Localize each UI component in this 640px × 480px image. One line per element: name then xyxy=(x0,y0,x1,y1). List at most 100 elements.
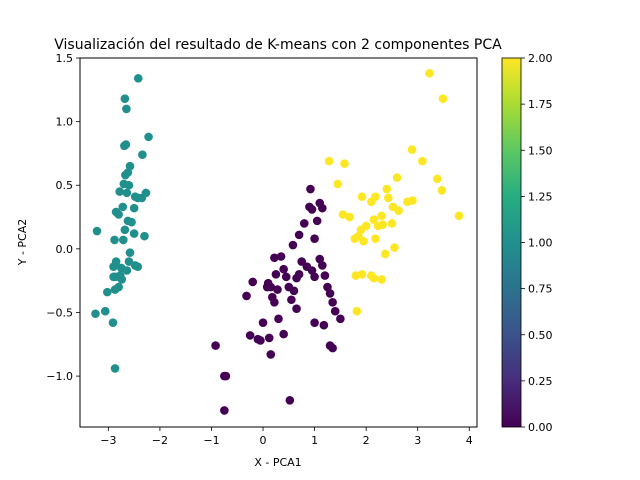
colorbar-ticks: 0.00 0.25 0.50 0.75 1.00 1.25 1.50 1.75 2.00 xyxy=(521,52,553,434)
scatter-point-cluster-0-48 xyxy=(310,234,319,243)
scatter-point-cluster-0-19 xyxy=(273,285,282,294)
scatter-point-cluster-0-43 xyxy=(299,219,309,228)
scatter-point-cluster-0-50 xyxy=(270,253,279,263)
x-tick-label-3: 0 xyxy=(260,434,267,447)
scatter-point-cluster-0-30 xyxy=(310,272,319,282)
scatter-point-cluster-1-13 xyxy=(122,188,132,198)
scatter-point-cluster-0-14 xyxy=(279,329,288,339)
scatter-point-cluster-0-4 xyxy=(220,371,229,381)
colorbar xyxy=(501,57,522,428)
scatter-point-cluster-1-28 xyxy=(119,235,128,245)
scatter-point-cluster-2-31 xyxy=(359,236,368,246)
scatter-point-cluster-2-6 xyxy=(433,174,442,184)
scatter-point-cluster-2-21 xyxy=(377,211,386,221)
scatter-point-cluster-0-33 xyxy=(320,271,330,280)
colorbar-tick-label-2: 0.50 xyxy=(528,329,553,342)
scatter-point-cluster-0-23 xyxy=(287,295,296,305)
scatter-point-cluster-2-0 xyxy=(425,68,434,78)
scatter-point-cluster-0-46 xyxy=(312,216,322,226)
scatter-point-cluster-1-34 xyxy=(122,266,132,275)
colorbar-tick-label-0: 0.00 xyxy=(528,421,553,434)
y-tick-label-1: −0.5 xyxy=(46,306,73,319)
y-axis-label: Y - PCA2 xyxy=(16,219,29,267)
scatter-point-cluster-2-9 xyxy=(382,184,392,194)
x-axis-ticks: −3 −2 −1 0 1 2 3 4 xyxy=(100,427,473,447)
scatter-point-cluster-0-9 xyxy=(256,336,265,345)
scatter-point-cluster-1-5 xyxy=(144,132,153,142)
scatter-point-cluster-0-35 xyxy=(325,289,335,298)
scatter-point-cluster-0-32 xyxy=(318,261,327,270)
scatter-point-cluster-1-40 xyxy=(117,275,127,284)
scatter-point-cluster-1-6 xyxy=(138,150,147,159)
scatter-point-cluster-1-1 xyxy=(120,94,130,104)
scatter-point-cluster-0-41 xyxy=(288,240,298,250)
scatter-point-cluster-1-26 xyxy=(140,231,149,241)
scatter-point-cluster-1-12 xyxy=(115,187,124,196)
scatter-point-cluster-0-12 xyxy=(266,350,276,359)
colorbar-tick-label-7: 1.75 xyxy=(528,98,553,111)
scatter-point-cluster-2-33 xyxy=(380,249,390,259)
scatter-point-cluster-2-12 xyxy=(357,192,367,201)
scatter-point-cluster-0-49 xyxy=(306,184,315,194)
scatter-point-cluster-1-36 xyxy=(133,262,143,271)
scatter-point-cluster-2-4 xyxy=(324,156,334,166)
scatter-point-cluster-2-39 xyxy=(377,275,386,284)
scatter-point-cluster-0-10 xyxy=(258,318,268,327)
scatter-point-cluster-2-34 xyxy=(390,243,399,252)
chart-title: Visualización del resultado de K-means c… xyxy=(54,37,502,53)
scatter-point-cluster-2-36 xyxy=(351,271,361,280)
x-tick-label-2: −1 xyxy=(203,434,219,447)
scatter-point-cluster-0-55 xyxy=(284,282,294,292)
scatter-point-cluster-2-25 xyxy=(369,215,379,224)
scatter-point-cluster-0-52 xyxy=(271,270,281,279)
scatter-point-cluster-0-21 xyxy=(279,264,288,274)
scatter-point-cluster-1-25 xyxy=(129,229,139,238)
scatter-point-cluster-0-20 xyxy=(276,252,286,261)
colorbar-tick-label-6: 1.50 xyxy=(528,144,553,157)
scatter-point-cluster-0-0 xyxy=(220,406,229,415)
y-axis-ticks: −1.0 −0.5 0.0 0.5 1.0 1.5 xyxy=(46,52,80,383)
x-tick-label-5: 2 xyxy=(363,434,370,447)
scatter-point-cluster-1-48 xyxy=(124,257,134,266)
scatter-point-cluster-2-20 xyxy=(387,219,397,228)
scatter-point-cluster-1-27 xyxy=(110,235,119,245)
y-tick-label-5: 1.5 xyxy=(56,52,74,65)
scatter-point-cluster-2-16 xyxy=(403,197,412,207)
scatter-point-cluster-1-39 xyxy=(109,272,118,282)
scatter-point-cluster-2-13 xyxy=(384,193,393,203)
scatter-point-cluster-0-57 xyxy=(292,273,301,283)
scatter-point-cluster-1-0 xyxy=(133,74,143,83)
scatter-point-cluster-1-11 xyxy=(124,180,134,190)
scatter-point-cluster-1-19 xyxy=(118,202,128,212)
scatter-point-cluster-0-45 xyxy=(307,205,317,214)
scatter-point-cluster-0-25 xyxy=(292,304,301,313)
scatter-point-cluster-1-44 xyxy=(100,306,110,316)
scatter-point-cluster-0-39 xyxy=(319,320,329,330)
scatter-point-cluster-1-29 xyxy=(92,226,102,236)
x-axis-label: X - PCA1 xyxy=(254,456,301,469)
scatter-point-cluster-1-45 xyxy=(91,309,100,319)
scatter-point-cluster-0-11 xyxy=(264,333,274,343)
scatter-point-cluster-2-5 xyxy=(340,159,349,168)
scatter-point-cluster-2-32 xyxy=(371,234,380,243)
x-tick-label-7: 4 xyxy=(466,434,473,447)
colorbar-tick-label-5: 1.25 xyxy=(528,190,553,203)
scatter-point-cluster-1-24 xyxy=(120,225,130,235)
scatter-point-cluster-1-43 xyxy=(110,285,120,294)
scatter-point-cluster-1-30 xyxy=(125,248,135,257)
scatter-point-cluster-1-9 xyxy=(121,170,130,180)
scatter-point-cluster-0-37 xyxy=(330,306,340,316)
scatter-point-cluster-2-38 xyxy=(369,273,379,283)
scatter-point-cluster-0-38 xyxy=(336,314,345,324)
scatter-point-cluster-1-17 xyxy=(141,188,151,198)
scatter-point-cluster-0-1 xyxy=(285,395,295,405)
scatter-point-cluster-1-23 xyxy=(123,216,133,226)
scatter-points xyxy=(91,68,464,415)
scatter-point-cluster-0-7 xyxy=(245,331,255,340)
scatter-point-cluster-1-21 xyxy=(114,210,123,219)
scatter-point-cluster-0-6 xyxy=(248,277,258,287)
scatter-point-cluster-1-4 xyxy=(120,141,129,151)
scatter-point-cluster-1-32 xyxy=(109,262,118,271)
scatter-point-cluster-0-40 xyxy=(310,318,319,327)
